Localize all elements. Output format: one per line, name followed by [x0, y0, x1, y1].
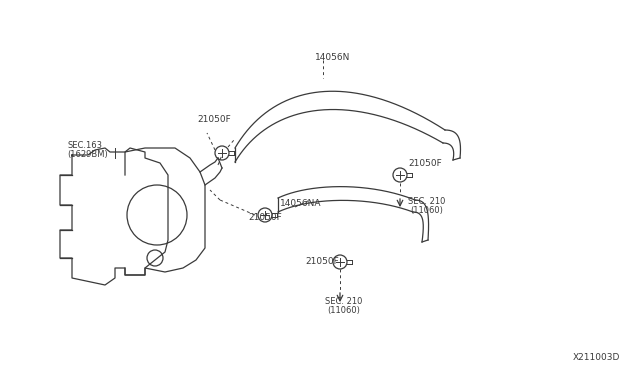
Text: (1629BM): (1629BM)	[67, 151, 108, 160]
Text: X211003D: X211003D	[573, 353, 620, 362]
Text: (11060): (11060)	[327, 307, 360, 315]
Text: 21050F: 21050F	[408, 158, 442, 167]
Text: 14056NA: 14056NA	[280, 199, 321, 208]
Text: 21050F: 21050F	[248, 214, 282, 222]
Text: SEC. 210: SEC. 210	[325, 298, 362, 307]
Text: SEC.163: SEC.163	[67, 141, 102, 150]
Text: 14056N: 14056N	[315, 52, 350, 61]
Text: SEC. 210: SEC. 210	[408, 198, 445, 206]
Text: (11060): (11060)	[410, 206, 443, 215]
Text: 21050F: 21050F	[305, 257, 339, 266]
Text: 21050F: 21050F	[197, 115, 231, 125]
